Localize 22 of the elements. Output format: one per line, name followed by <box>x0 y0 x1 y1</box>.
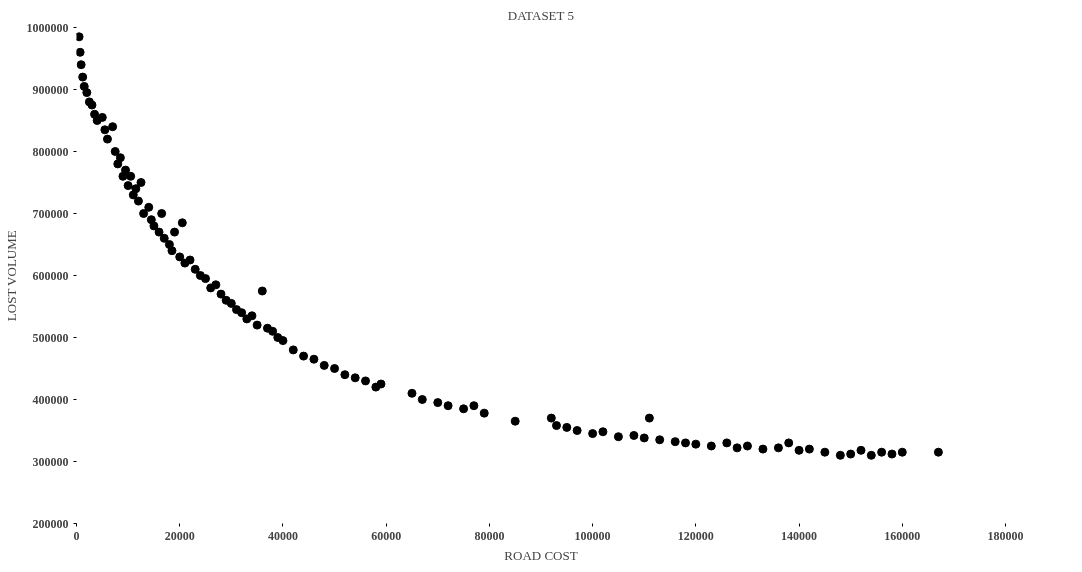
y-tick-label: 500000 <box>32 330 69 345</box>
y-tick-label: 900000 <box>32 82 69 97</box>
y-tick-label: 800000 <box>32 144 69 159</box>
x-tick-label: 80000 <box>474 528 505 543</box>
x-tick-label: 0 <box>73 528 80 543</box>
y-axis-title: LOST VOLUME <box>3 230 19 322</box>
y-tick-label: 300000 <box>32 454 69 469</box>
y-tick-label: 600000 <box>32 268 69 283</box>
y-tick-label: 200000 <box>32 516 69 531</box>
x-tick-label: 160000 <box>884 528 921 543</box>
x-tick-label: 20000 <box>164 528 195 543</box>
x-tick-label: 180000 <box>987 528 1024 543</box>
x-tick-label: 140000 <box>781 528 818 543</box>
x-tick-label: 60000 <box>371 528 402 543</box>
y-tick-label: 700000 <box>32 206 69 221</box>
x-tick-label: 100000 <box>574 528 611 543</box>
x-tick-label: 40000 <box>267 528 298 543</box>
y-tick-label: 1000000 <box>26 20 69 35</box>
y-tick-label: 400000 <box>32 392 69 407</box>
x-tick-label: 120000 <box>677 528 714 543</box>
chart-title: DATASET 5 <box>507 7 575 23</box>
x-axis-title: ROAD COST <box>504 547 578 563</box>
